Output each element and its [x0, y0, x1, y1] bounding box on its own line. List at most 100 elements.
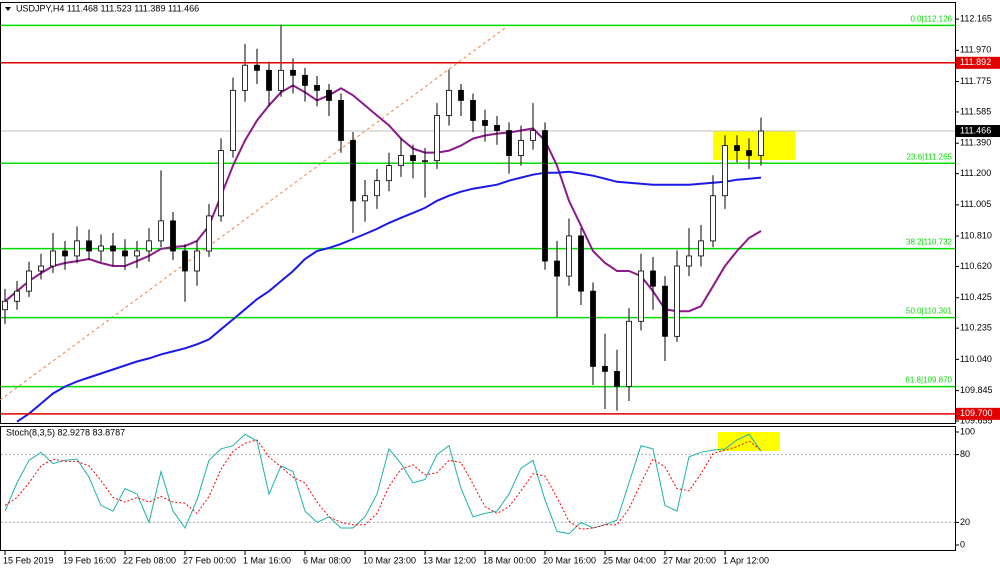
y-tick-label: 100: [960, 426, 975, 436]
fib-level-label: 61.8|109.870: [905, 376, 952, 385]
x-tick-label: 6 Mar 08:00: [303, 555, 351, 565]
candle-body: [158, 220, 164, 242]
candle-body: [170, 220, 176, 252]
candle-body: [614, 370, 620, 387]
indicator-title: Stoch(8,3,5) 82.9278 83.8787: [6, 427, 125, 437]
y-tick-label: 111.390: [960, 138, 991, 148]
candle-body: [710, 195, 716, 242]
fib-level-label: 0.0|112.126: [910, 14, 952, 23]
y-tick-label: 110.040: [960, 354, 992, 364]
candle-body: [602, 366, 608, 372]
candle-body: [206, 215, 212, 252]
candle-body: [542, 130, 548, 262]
candle-body: [650, 270, 656, 287]
candle-body: [590, 290, 596, 367]
y-tick-label: 110.235: [960, 323, 992, 333]
candle-body: [278, 69, 284, 91]
stoch-panel: 100 80 20 0: [1, 426, 975, 549]
indicator-line: [4, 84, 762, 313]
x-tick-label: 13 Mar 12:00: [423, 555, 476, 565]
candle-body: [266, 69, 272, 91]
y-tick-label: 80: [960, 449, 970, 459]
price-box: [956, 125, 1000, 138]
candle-body: [218, 150, 224, 217]
fib-level-label: 23.6|111.265: [907, 152, 953, 161]
candle-body: [506, 130, 512, 156]
candle-body: [638, 270, 644, 322]
candle-body: [566, 235, 572, 277]
candle-body: [698, 240, 704, 257]
y-tick-label: 111.775: [960, 76, 991, 86]
y-tick-label: 111.005: [960, 199, 991, 209]
main-frame: [0, 2, 956, 424]
x-tick-label: 27 Feb 00:00: [183, 555, 236, 565]
candle-body: [242, 64, 248, 91]
y-tick-label: 110.620: [960, 261, 992, 271]
x-tick-label: 15 Feb 2019: [3, 555, 54, 565]
x-tick-label: 22 Feb 08:00: [123, 555, 176, 565]
candle-body: [254, 64, 260, 71]
candle-body: [122, 250, 128, 257]
candle-body: [62, 250, 68, 257]
candle-body: [458, 89, 464, 101]
candle-body: [2, 300, 8, 311]
candle-body: [326, 89, 332, 101]
candle-body: [398, 155, 404, 167]
fib-level-label: 50.0|110.301: [906, 307, 953, 316]
candle-body: [374, 180, 380, 197]
price-box-label: 111.892: [960, 57, 991, 67]
candle-body: [446, 89, 452, 116]
y-tick-label: 109.845: [960, 385, 993, 395]
candle-body: [290, 69, 296, 76]
candle-body: [302, 74, 308, 86]
y-tick-label: 0: [960, 539, 965, 549]
x-tick-label: 20 Mar 16:00: [543, 555, 596, 565]
candle-body: [530, 130, 536, 141]
candle-body: [386, 165, 392, 182]
y-tick-label: 110.425: [960, 292, 992, 302]
y-tick-label: 111.585: [960, 106, 991, 116]
price-box-label: 111.466: [960, 125, 991, 135]
candle-body: [110, 245, 116, 252]
x-tick-label: 10 Mar 23:00: [363, 555, 416, 565]
x-tick-label: 18 Mar 00:00: [483, 555, 536, 565]
main-panel: 112.165 111.970 111.775 111.585 111.390 111.2…: [1, 13, 1000, 565]
candle-body: [494, 125, 500, 131]
candle-body: [434, 115, 440, 162]
x-tick-label: 1 Apr 12:00: [723, 555, 769, 565]
indicator-line: [4, 433, 762, 535]
x-tick-label: 1 Mar 16:00: [243, 555, 291, 565]
y-tick-label: 111.970: [960, 45, 991, 55]
candle-body: [134, 250, 140, 257]
candle-body: [470, 100, 476, 121]
candle-body: [182, 250, 188, 272]
candle-body: [86, 240, 92, 252]
candle-body: [314, 84, 320, 91]
candle-body: [14, 290, 20, 302]
x-tick-label: 19 Feb 16:00: [63, 555, 116, 565]
y-tick-label: 110.810: [960, 230, 992, 240]
candle-body: [146, 240, 152, 252]
chart-title: USDJPY,H4 111.468 111.523 111.389 111.46…: [16, 3, 199, 13]
candle-body: [26, 270, 32, 292]
candle-body: [734, 145, 740, 151]
candle-body: [410, 155, 416, 162]
candle-body: [74, 240, 80, 257]
candle-body: [482, 120, 488, 126]
y-tick-label: 111.200: [960, 168, 991, 178]
x-tick-label: 27 Mar 20:00: [663, 555, 716, 565]
x-tick-label: 25 Mar 04:00: [603, 555, 656, 565]
price-box: [956, 56, 1000, 69]
price-box-label: 109.700: [960, 408, 993, 418]
candle-body: [230, 89, 236, 151]
candle-body: [578, 235, 584, 292]
indicator-line: [16, 170, 762, 423]
candle-body: [686, 255, 692, 267]
candle-body: [554, 260, 560, 277]
candle-body: [722, 145, 728, 197]
menu-arrow: [5, 7, 11, 11]
fib-level-label: 38.2|110.732: [906, 238, 953, 247]
